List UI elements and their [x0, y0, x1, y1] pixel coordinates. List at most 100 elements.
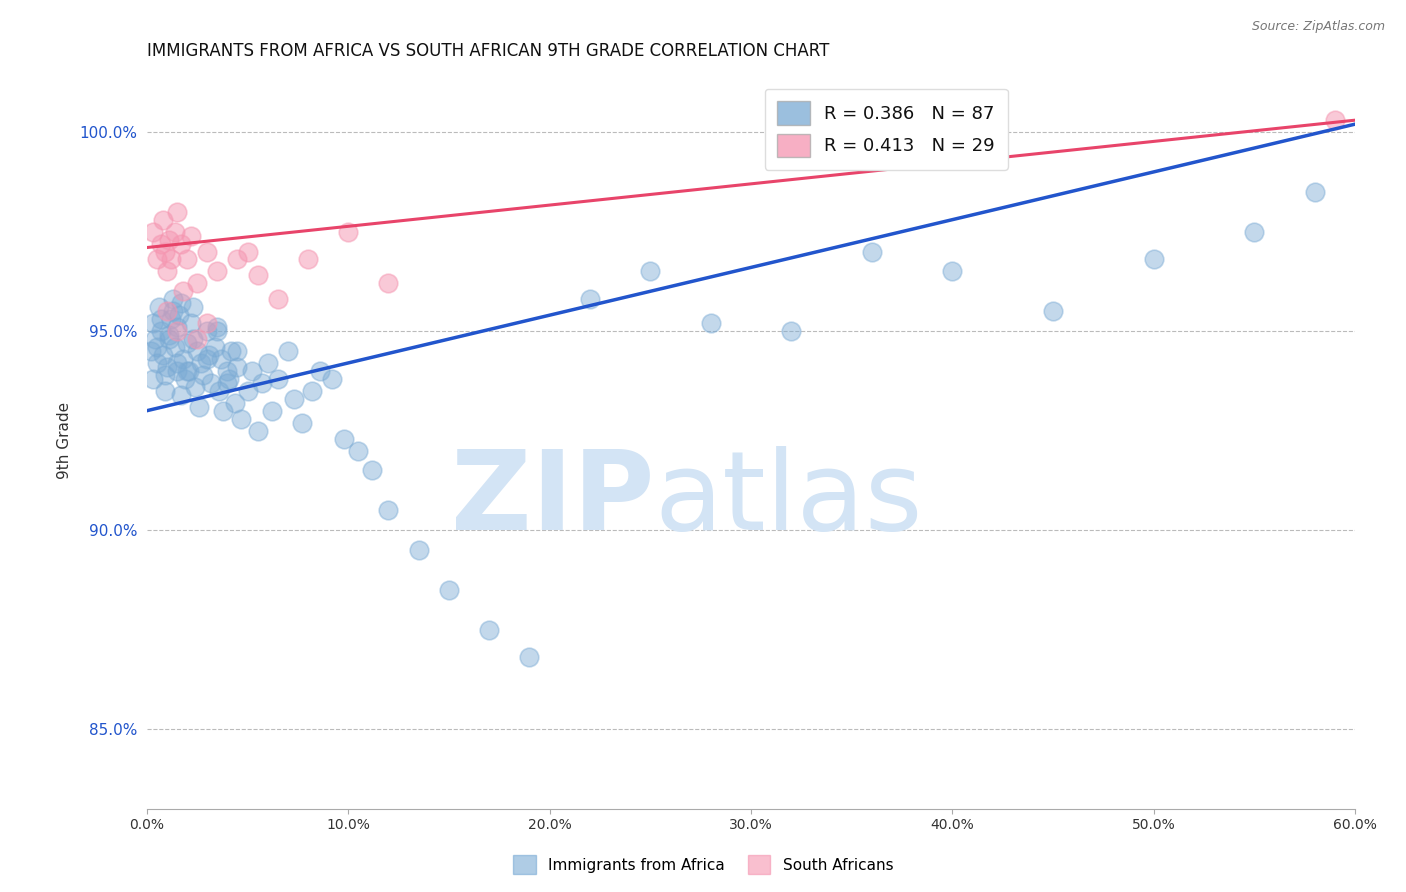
Legend: Immigrants from Africa, South Africans: Immigrants from Africa, South Africans: [506, 849, 900, 880]
Point: [142, 225, 165, 239]
Point: [152, 212, 174, 227]
Text: ZIP: ZIP: [451, 446, 654, 553]
Point: [162, 304, 184, 318]
Point: [149, 312, 172, 326]
Point: [176, 336, 198, 351]
Point: [143, 332, 166, 346]
Point: [176, 364, 198, 378]
Point: [207, 324, 229, 338]
Point: [198, 348, 221, 362]
Point: [172, 285, 194, 299]
Point: [209, 351, 232, 366]
Point: [139, 344, 162, 359]
Point: [246, 268, 269, 283]
Point: [321, 372, 343, 386]
Point: [218, 372, 240, 386]
Point: [250, 376, 273, 390]
Point: [167, 308, 190, 322]
Point: [226, 359, 249, 374]
Point: [333, 432, 356, 446]
Point: [226, 344, 249, 359]
Point: [166, 320, 188, 334]
Point: [246, 424, 269, 438]
Point: [149, 324, 172, 338]
Point: [157, 328, 180, 343]
Point: [217, 376, 239, 390]
Point: [170, 236, 193, 251]
Point: [166, 364, 188, 378]
Point: [337, 225, 360, 239]
Point: [146, 252, 169, 267]
Point: [166, 356, 188, 370]
Point: [188, 400, 211, 414]
Point: [207, 264, 229, 278]
Point: [153, 244, 176, 259]
Point: [860, 244, 883, 259]
Point: [142, 316, 165, 330]
Point: [207, 320, 229, 334]
Point: [153, 384, 176, 398]
Text: Source: ZipAtlas.com: Source: ZipAtlas.com: [1251, 20, 1385, 33]
Point: [186, 344, 208, 359]
Point: [699, 316, 721, 330]
Point: [193, 368, 215, 382]
Point: [156, 264, 179, 278]
Point: [780, 324, 803, 338]
Point: [142, 372, 165, 386]
Point: [221, 344, 243, 359]
Point: [301, 384, 323, 398]
Point: [179, 364, 201, 378]
Point: [1243, 225, 1265, 239]
Point: [195, 244, 218, 259]
Point: [226, 252, 249, 267]
Point: [146, 340, 169, 354]
Point: [195, 324, 218, 338]
Point: [149, 236, 172, 251]
Point: [204, 340, 226, 354]
Point: [176, 252, 198, 267]
Y-axis label: 9th Grade: 9th Grade: [58, 402, 72, 479]
Point: [184, 380, 207, 394]
Point: [267, 372, 290, 386]
Point: [146, 356, 169, 370]
Point: [148, 300, 170, 314]
Point: [260, 403, 283, 417]
Point: [638, 264, 661, 278]
Point: [377, 503, 399, 517]
Point: [153, 368, 176, 382]
Point: [941, 264, 963, 278]
Point: [170, 388, 193, 402]
Text: atlas: atlas: [654, 446, 922, 553]
Point: [267, 293, 290, 307]
Point: [291, 416, 314, 430]
Point: [166, 204, 188, 219]
Point: [231, 411, 253, 425]
Point: [174, 372, 197, 386]
Point: [309, 364, 332, 378]
Point: [579, 293, 602, 307]
Point: [297, 252, 319, 267]
Point: [377, 277, 399, 291]
Point: [283, 392, 305, 406]
Point: [152, 348, 174, 362]
Point: [361, 463, 384, 477]
Point: [437, 582, 460, 597]
Point: [157, 332, 180, 346]
Point: [1143, 252, 1166, 267]
Point: [224, 396, 246, 410]
Point: [156, 304, 179, 318]
Point: [170, 296, 193, 310]
Point: [172, 351, 194, 366]
Point: [163, 225, 186, 239]
Point: [256, 356, 278, 370]
Point: [195, 316, 218, 330]
Point: [347, 443, 370, 458]
Point: [1042, 304, 1064, 318]
Point: [156, 359, 179, 374]
Point: [180, 228, 202, 243]
Point: [408, 543, 430, 558]
Point: [160, 252, 183, 267]
Point: [208, 384, 231, 398]
Text: IMMIGRANTS FROM AFRICA VS SOUTH AFRICAN 9TH GRADE CORRELATION CHART: IMMIGRANTS FROM AFRICA VS SOUTH AFRICAN …: [146, 42, 830, 60]
Point: [180, 316, 202, 330]
